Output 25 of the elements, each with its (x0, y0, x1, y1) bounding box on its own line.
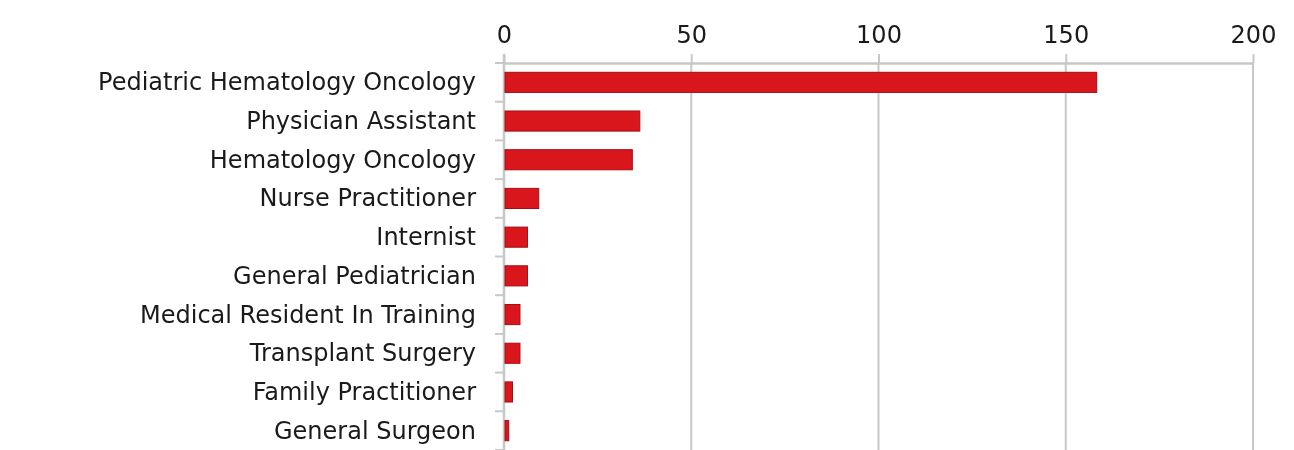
x-tick-label: 0 (496, 20, 513, 49)
bar (504, 226, 528, 248)
bar (504, 342, 521, 364)
y-tick-label: Transplant Surgery (248, 339, 476, 368)
bar (504, 187, 540, 210)
y-tick-label: Nurse Practitioner (259, 184, 477, 213)
y-tick-label: Family Practitioner (252, 377, 477, 406)
bar (504, 381, 513, 403)
bar (504, 265, 528, 287)
y-tick-label: Physician Assistant (246, 107, 476, 136)
bar (504, 303, 521, 326)
bar (504, 149, 633, 171)
bar (504, 110, 641, 132)
x-tick-label: 200 (1230, 20, 1277, 49)
y-tick-label: Internist (376, 223, 476, 252)
x-tick-label: 100 (856, 20, 902, 49)
y-tick-label: Pediatric Hematology Oncology (98, 68, 476, 97)
y-tick-label: Hematology Oncology (209, 145, 476, 174)
x-tick-label: 50 (676, 20, 708, 49)
y-tick-label: General Surgeon (274, 416, 476, 445)
bar (504, 71, 1098, 93)
bar (504, 420, 510, 442)
y-tick-label: General Pediatrician (233, 261, 476, 290)
x-tick-label: 150 (1043, 20, 1090, 49)
y-tick-label: Medical Resident In Training (140, 300, 476, 329)
